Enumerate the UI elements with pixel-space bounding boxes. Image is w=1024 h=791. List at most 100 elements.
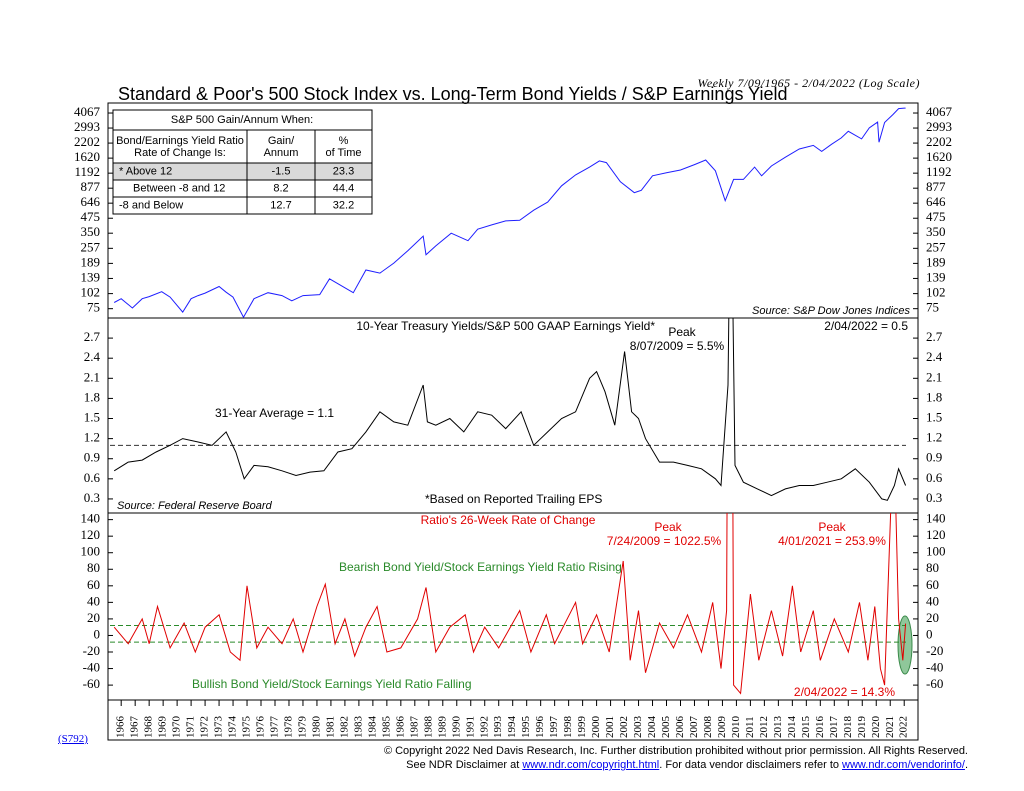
y-tick-label: 2993 — [926, 119, 952, 134]
x-tick-label: 1988 — [422, 716, 434, 739]
x-tick-label: 2014 — [786, 716, 798, 739]
column-header: of Time — [325, 147, 361, 159]
y-tick-label: 1.8 — [84, 389, 100, 404]
x-tick-label: 2016 — [814, 716, 826, 739]
x-tick-label: 1979 — [296, 716, 308, 739]
y-tick-label: 1192 — [926, 164, 952, 179]
column-header: Annum — [264, 147, 299, 159]
y-tick-label: 1.2 — [84, 430, 100, 445]
y-tick-label: 257 — [926, 239, 946, 254]
link[interactable]: www.ndr.com/vendorinfo/ — [842, 759, 965, 771]
y-tick-label: 2.7 — [84, 329, 101, 344]
highlight — [897, 615, 913, 675]
table-cell: 12.7 — [270, 199, 291, 211]
y-tick-label: 0.6 — [926, 470, 943, 485]
y-tick-label: -20 — [83, 643, 100, 658]
x-tick-label: 1993 — [492, 716, 504, 739]
x-tick-label: 2004 — [646, 716, 658, 739]
table-cell: 8.2 — [273, 182, 288, 194]
table-cell: 23.3 — [333, 165, 354, 177]
link[interactable]: www.ndr.com/copyright.html — [522, 759, 660, 771]
x-tick-label: 2022 — [898, 716, 910, 738]
y-tick-label: 20 — [926, 610, 939, 625]
x-tick-label: 2009 — [716, 716, 728, 739]
x-tick-label: 2017 — [828, 716, 840, 739]
x-tick-label: 1995 — [520, 716, 532, 739]
x-tick-label: 1970 — [171, 716, 183, 739]
y-tick-label: 0.9 — [84, 450, 100, 465]
table-cell: 44.4 — [333, 182, 354, 194]
table-cell: -1.5 — [272, 165, 291, 177]
annotation: 2/04/2022 = 0.5 — [824, 319, 908, 333]
y-tick-label: 2202 — [926, 134, 952, 149]
y-tick-label: 60 — [926, 577, 939, 592]
y-tick-label: 475 — [926, 209, 946, 224]
y-tick-label: 877 — [81, 179, 101, 194]
x-tick-label: 1983 — [352, 716, 364, 739]
x-tick-label: 2001 — [604, 716, 616, 738]
y-tick-label: 1620 — [74, 149, 100, 164]
x-tick-label: 1973 — [213, 716, 225, 739]
x-tick-label: 1998 — [562, 716, 574, 739]
y-tick-label: 102 — [81, 285, 101, 300]
x-tick-label: 1999 — [576, 716, 588, 739]
copyright: © Copyright 2022 Ned Davis Research, Inc… — [383, 745, 968, 757]
x-tick-label: 1977 — [269, 716, 281, 739]
chart-title: Standard & Poor's 500 Stock Index vs. Lo… — [118, 84, 788, 104]
annotation: Peak — [654, 520, 682, 534]
x-tick-label: 2006 — [674, 716, 686, 739]
panel-title: 10-Year Treasury Yields/S&P 500 GAAP Ear… — [356, 319, 655, 333]
y-tick-label: 189 — [926, 254, 946, 269]
y-tick-label: 2.1 — [926, 369, 942, 384]
table-cell: * Above 12 — [119, 165, 172, 177]
x-tick-label: 2011 — [744, 716, 756, 738]
table-header: S&P 500 Gain/Annum When: — [171, 114, 313, 126]
annotation: Peak — [818, 520, 846, 534]
x-tick-label: 1985 — [380, 716, 392, 739]
text: . — [964, 759, 968, 771]
y-tick-label: 139 — [81, 269, 101, 284]
x-tick-label: 1980 — [310, 716, 322, 739]
annotation: Bearish Bond Yield/Stock Earnings Yield … — [339, 560, 622, 574]
x-tick-label: 1981 — [324, 716, 336, 738]
y-tick-label: 1.5 — [926, 409, 942, 424]
y-tick-label: 120 — [81, 527, 101, 542]
y-tick-label: 1.8 — [926, 389, 942, 404]
x-tick-label: 1990 — [450, 716, 462, 739]
y-tick-label: 140 — [81, 511, 101, 526]
column-header: Rate of Change Is: — [134, 147, 226, 159]
annotation: 8/07/2009 = 5.5% — [630, 339, 725, 353]
x-tick-label: 1974 — [227, 716, 239, 739]
y-tick-label: -60 — [926, 676, 943, 691]
x-tick-label: 2012 — [758, 716, 770, 738]
y-tick-label: 4067 — [74, 104, 101, 119]
y-tick-label: 877 — [926, 179, 946, 194]
y-tick-label: 257 — [81, 239, 101, 254]
column-header: % — [339, 135, 349, 147]
series-line — [113, 513, 907, 695]
x-tick-label: 1997 — [548, 716, 560, 739]
chart-code[interactable]: (S792) — [58, 733, 88, 745]
y-tick-label: 20 — [87, 610, 100, 625]
x-tick-label: 2008 — [702, 716, 714, 739]
source: Source: S&P Dow Jones Indices — [752, 305, 910, 317]
x-tick-label: 1971 — [185, 716, 197, 738]
y-tick-label: 139 — [926, 269, 946, 284]
text: . For data vendor disclaimers refer to — [659, 759, 843, 771]
x-tick-label: 2013 — [772, 716, 784, 739]
y-tick-label: 475 — [81, 209, 101, 224]
y-tick-label: 0.3 — [926, 490, 942, 505]
x-tick-label: 2018 — [842, 716, 854, 739]
annotation: 2/04/2022 = 14.3% — [794, 685, 895, 699]
y-tick-label: 1.5 — [84, 409, 100, 424]
y-tick-label: 80 — [926, 560, 939, 575]
x-tick-label: 1972 — [199, 716, 211, 738]
y-tick-label: -20 — [926, 643, 943, 658]
series-line — [113, 318, 907, 501]
x-tick-label: 1996 — [534, 716, 546, 739]
annotation: Peak — [668, 325, 696, 339]
y-tick-label: 40 — [87, 593, 100, 608]
x-tick-label: 1986 — [394, 716, 406, 739]
